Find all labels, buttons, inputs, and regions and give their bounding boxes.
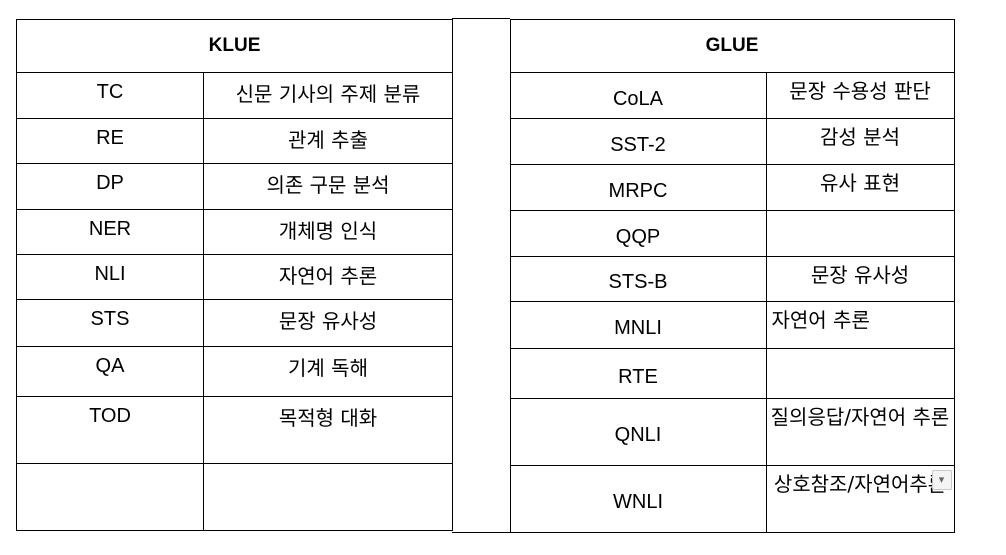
glue-task-code[interactable]: CoLA: [509, 71, 767, 119]
glue-task-code[interactable]: RTE: [509, 347, 767, 399]
klue-task-desc[interactable]: 개체명 인식: [202, 208, 454, 255]
table-row: NER 개체명 인식: [16, 208, 454, 255]
klue-task-desc[interactable]: 관계 추출: [202, 117, 454, 164]
table-row: [16, 462, 454, 531]
glue-task-code[interactable]: QNLI: [509, 397, 767, 466]
klue-task-desc[interactable]: 자연어 추론: [202, 253, 454, 300]
klue-task-desc[interactable]: 신문 기사의 주제 분류: [202, 71, 454, 119]
table-row: MRPC 유사 표현: [509, 163, 955, 211]
table-row: MNLI 자연어 추론: [509, 300, 955, 349]
klue-task-desc[interactable]: 의존 구문 분석: [202, 162, 454, 210]
glue-task-code[interactable]: WNLI: [509, 464, 767, 533]
klue-task-code[interactable]: STS: [16, 298, 204, 347]
glue-task-code[interactable]: MRPC: [509, 163, 767, 211]
glue-task-code[interactable]: SST-2: [509, 117, 767, 165]
table-row: QA 기계 독해: [16, 345, 454, 397]
table-row: RE 관계 추출: [16, 117, 454, 164]
glue-task-desc[interactable]: 문장 유사성: [765, 255, 955, 302]
klue-task-desc[interactable]: 문장 유사성: [202, 298, 454, 347]
klue-task-code[interactable]: NLI: [16, 253, 204, 300]
table-row: NLI 자연어 추론: [16, 253, 454, 300]
glue-task-desc[interactable]: 감성 분석: [765, 117, 955, 165]
klue-task-desc[interactable]: 목적형 대화: [202, 395, 454, 464]
klue-task-code[interactable]: TC: [16, 71, 204, 119]
klue-table: KLUE TC 신문 기사의 주제 분류 RE 관계 추출 DP 의존 구문 분…: [15, 18, 454, 531]
glue-task-desc[interactable]: 상호참조/자연어추론 ▾: [765, 464, 955, 533]
table-row: RTE: [509, 347, 955, 399]
table-row: QNLI 질의응답/자연어 추론: [509, 397, 955, 466]
table-row: CoLA 문장 수용성 판단: [509, 71, 955, 119]
glue-header[interactable]: GLUE: [509, 18, 955, 73]
glue-task-code[interactable]: STS-B: [509, 255, 767, 302]
klue-task-code[interactable]: RE: [16, 117, 204, 164]
glue-panel: GLUE CoLA 문장 수용성 판단 SST-2 감성 분석 MRPC 유사 …: [509, 18, 955, 533]
klue-task-code[interactable]: TOD: [16, 395, 204, 464]
comparison-table: KLUE TC 신문 기사의 주제 분류 RE 관계 추출 DP 의존 구문 분…: [15, 18, 955, 533]
glue-task-desc[interactable]: 문장 수용성 판단: [765, 71, 955, 119]
glue-task-code[interactable]: MNLI: [509, 300, 767, 349]
table-row: TC 신문 기사의 주제 분류: [16, 71, 454, 119]
comparison-table-frame: KLUE TC 신문 기사의 주제 분류 RE 관계 추출 DP 의존 구문 분…: [15, 18, 955, 533]
glue-task-desc[interactable]: 자연어 추론: [765, 300, 955, 349]
column-gap: [452, 18, 510, 533]
klue-task-desc[interactable]: [202, 462, 454, 531]
table-row: WNLI 상호참조/자연어추론 ▾: [509, 464, 955, 533]
klue-task-code[interactable]: DP: [16, 162, 204, 210]
klue-panel: KLUE TC 신문 기사의 주제 분류 RE 관계 추출 DP 의존 구문 분…: [15, 18, 454, 533]
table-row: STS-B 문장 유사성: [509, 255, 955, 302]
table-row: STS 문장 유사성: [16, 298, 454, 347]
table-row: DP 의존 구문 분석: [16, 162, 454, 210]
table-row: SST-2 감성 분석: [509, 117, 955, 165]
klue-task-code[interactable]: [16, 462, 204, 531]
glue-table: GLUE CoLA 문장 수용성 판단 SST-2 감성 분석 MRPC 유사 …: [509, 18, 955, 533]
klue-task-code[interactable]: NER: [16, 208, 204, 255]
table-row: TOD 목적형 대화: [16, 395, 454, 464]
glue-task-desc[interactable]: 유사 표현: [765, 163, 955, 211]
glue-task-desc-text: 상호참조/자연어추론: [773, 471, 947, 496]
klue-header[interactable]: KLUE: [15, 18, 454, 73]
dropdown-arrow-icon[interactable]: ▾: [931, 469, 952, 490]
glue-task-desc[interactable]: [765, 209, 955, 257]
glue-task-desc[interactable]: [765, 347, 955, 399]
klue-task-code[interactable]: QA: [16, 345, 204, 397]
glue-task-desc[interactable]: 질의응답/자연어 추론: [765, 397, 955, 466]
glue-task-code[interactable]: QQP: [509, 209, 767, 257]
klue-task-desc[interactable]: 기계 독해: [202, 345, 454, 397]
table-row: QQP: [509, 209, 955, 257]
